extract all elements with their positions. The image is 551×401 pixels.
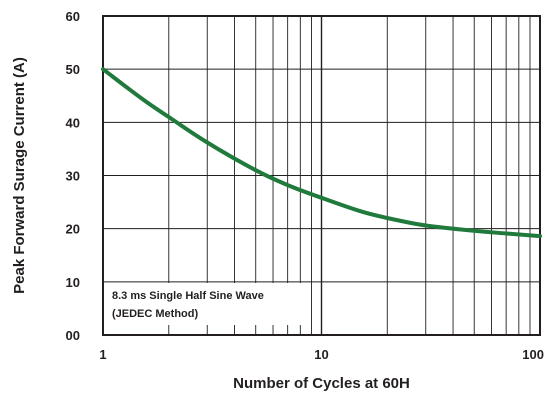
y-tick-label: 10 — [66, 275, 80, 290]
y-tick-label: 60 — [66, 9, 80, 24]
annotation-line-1: 8.3 ms Single Half Sine Wave — [112, 290, 264, 302]
x-tick-label: 100 — [522, 347, 544, 362]
series-layer — [101, 67, 542, 239]
y-tick-label: 20 — [66, 222, 80, 237]
plot-frame — [102, 15, 541, 336]
x-axis-title: Number of Cycles at 60H — [233, 375, 410, 392]
x-tick-label: 10 — [314, 347, 328, 362]
tick-labels: 00 10 20 30 40 50 60 1 10 100 — [66, 9, 544, 362]
grid — [103, 16, 540, 335]
y-tick-label: 00 — [66, 328, 80, 343]
y-axis-title: Peak Forward Surage Current (A) — [11, 57, 28, 294]
x-tick-label: 1 — [99, 347, 106, 362]
y-tick-label: 30 — [66, 169, 80, 184]
annotation-line-2: (JEDEC Method) — [112, 308, 199, 320]
y-tick-label: 50 — [66, 62, 80, 77]
y-tick-label: 40 — [66, 115, 80, 130]
surge-current-curve — [101, 67, 542, 239]
annotation-box — [104, 283, 309, 325]
